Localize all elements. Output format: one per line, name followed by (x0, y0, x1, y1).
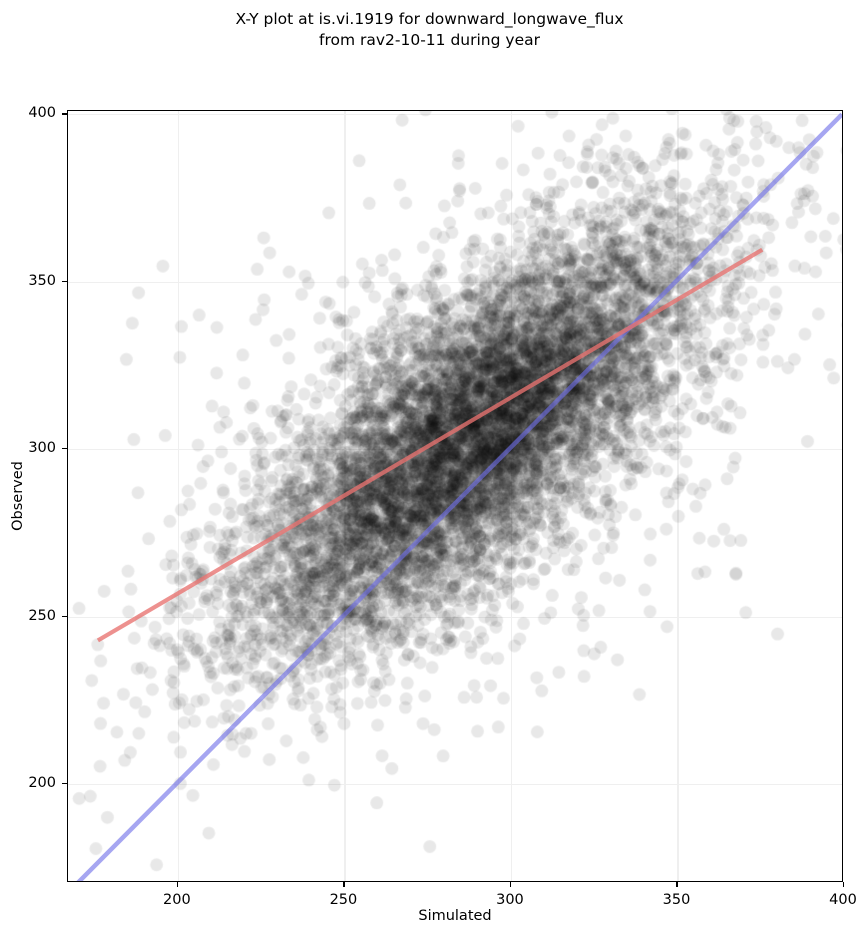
x-tick-mark-1 (343, 882, 345, 887)
x-tick-label-1: 250 (329, 892, 358, 908)
trend-lines-layer (76, 112, 842, 881)
y-tick-label-3: 350 (28, 272, 56, 289)
y-tick-mark-3 (62, 280, 67, 282)
x-axis-label: Simulated (418, 908, 492, 924)
x-tick-mark-2 (509, 882, 512, 887)
plot-area (67, 110, 843, 882)
one-to-one-line (76, 112, 842, 881)
x-tick-mark-4 (843, 882, 845, 887)
y-tick-label-1: 250 (28, 607, 56, 624)
x-tick-mark-3 (676, 882, 678, 887)
regression-line (96, 247, 764, 643)
scatter-points-layer (68, 111, 842, 881)
y-tick-mark-2 (62, 448, 67, 450)
y-tick-mark-1 (62, 615, 67, 617)
y-tick-label-0: 200 (28, 775, 56, 792)
x-tick-mark-0 (176, 882, 179, 887)
y-tick-mark-0 (62, 783, 67, 785)
y-tick-label-2: 300 (28, 440, 56, 457)
x-tick-label-2: 300 (496, 892, 524, 908)
x-tick-label-4: 400 (829, 892, 857, 908)
y-tick-label-4: 400 (28, 105, 56, 122)
x-tick-label-0: 200 (163, 892, 191, 908)
page-title: X-Y plot at is.vi.1919 for downward_long… (235, 10, 624, 49)
y-axis-label: Observed (10, 461, 26, 531)
y-tick-mark-4 (62, 113, 67, 115)
x-tick-label-3: 350 (662, 892, 691, 908)
